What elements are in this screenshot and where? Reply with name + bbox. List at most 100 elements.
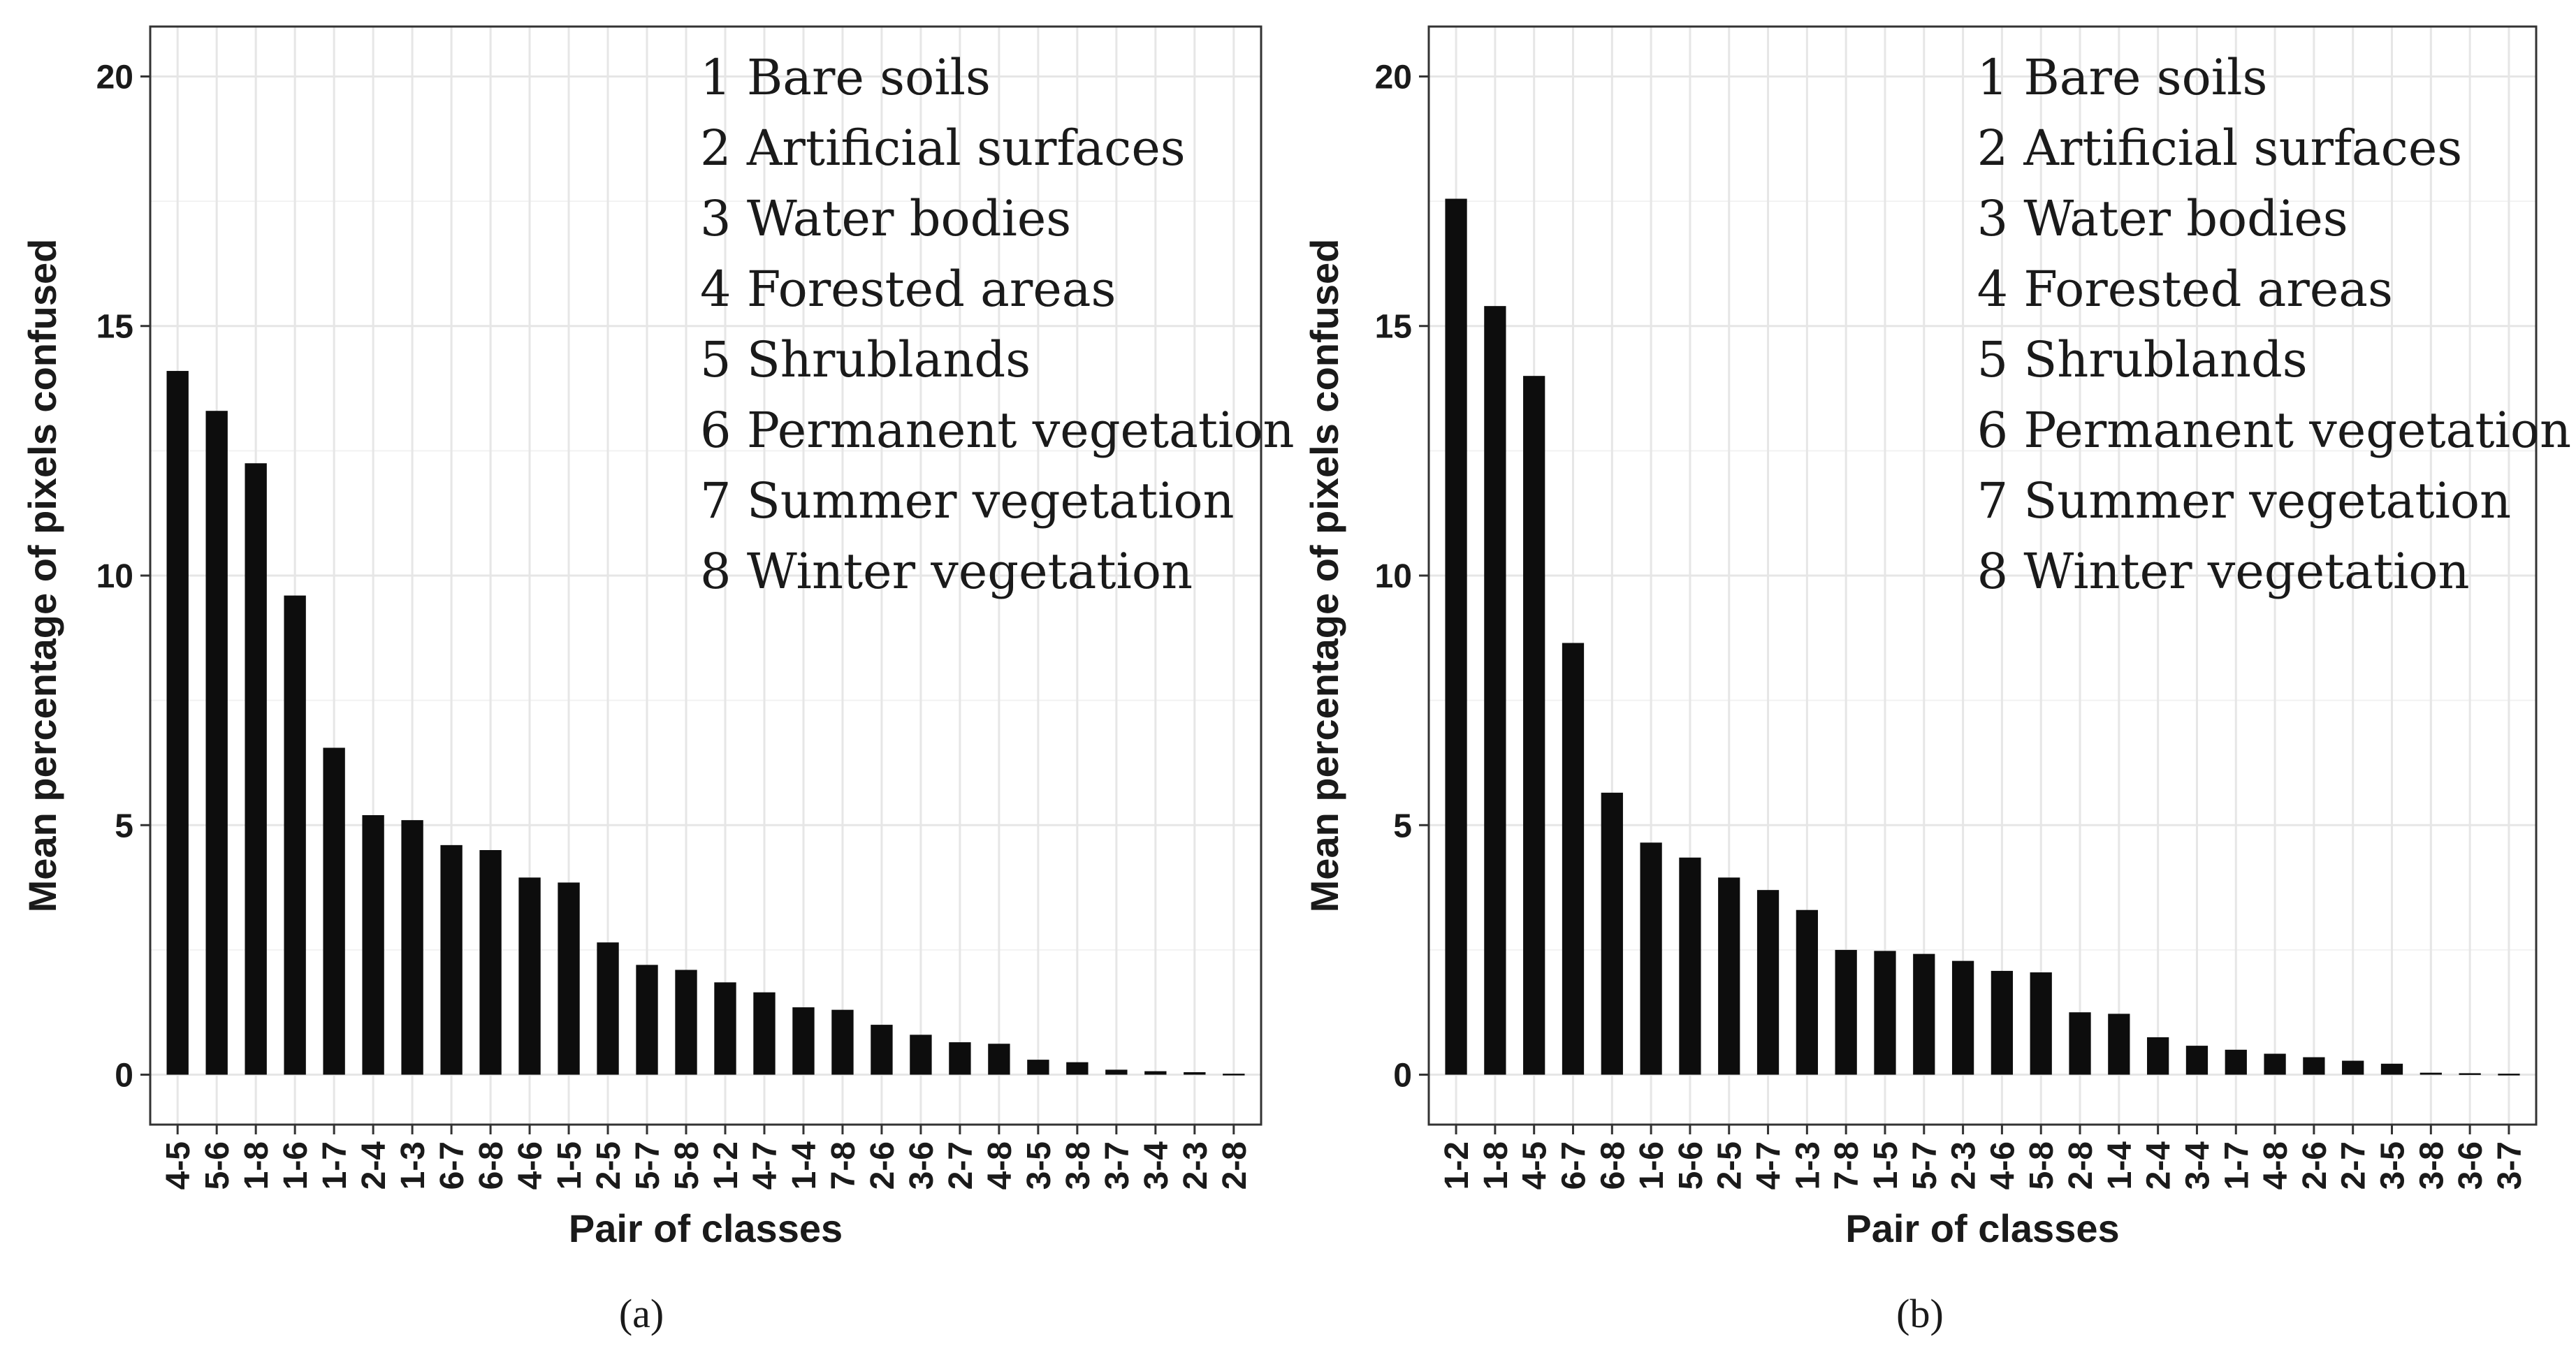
x-tick-label: 4-5 (1517, 1141, 1554, 1190)
x-tick-label: 1-8 (1478, 1141, 1515, 1190)
x-tick-label: 3-8 (2413, 1141, 2450, 1190)
x-tick-label: 4-8 (982, 1141, 1019, 1190)
bar (2303, 1057, 2325, 1075)
x-tick-label: 1-4 (2102, 1141, 2139, 1190)
bar (2185, 1046, 2208, 1075)
bar (1105, 1069, 1128, 1075)
bar (558, 882, 580, 1075)
x-tick-label: 3-4 (1138, 1141, 1175, 1190)
x-tick-label: 4-6 (1984, 1141, 2021, 1190)
x-tick-label: 2-4 (356, 1141, 393, 1190)
bar (440, 844, 463, 1075)
bar (597, 942, 619, 1075)
y-tick-label: 0 (115, 1058, 133, 1095)
x-tick-label: 3-7 (2491, 1141, 2528, 1190)
x-tick-label: 5-6 (1673, 1141, 1710, 1190)
bar (166, 371, 189, 1075)
bar (792, 1007, 815, 1075)
x-tick-label: 4-8 (2257, 1141, 2294, 1190)
x-tick-label: 7-8 (1828, 1141, 1865, 1190)
bar (1223, 1074, 1245, 1076)
bar (1066, 1062, 1089, 1075)
bar (1835, 949, 1857, 1075)
legend-entry: 3 Water bodies (1977, 190, 2348, 247)
x-tick-label: 2-5 (590, 1141, 627, 1190)
y-tick-label: 15 (1375, 309, 1412, 346)
x-tick-label: 1-7 (2218, 1141, 2255, 1190)
x-tick-label: 1-6 (1633, 1141, 1671, 1190)
x-tick-label: 2-7 (943, 1141, 980, 1190)
x-tick-label: 6-8 (473, 1141, 510, 1190)
x-tick-label: 1-3 (1789, 1141, 1826, 1190)
bar (1679, 857, 1701, 1075)
bar (1445, 198, 1467, 1075)
bar (2069, 1012, 2091, 1075)
x-tick-label: 3-5 (1021, 1141, 1058, 1190)
bar (1484, 306, 1506, 1075)
x-tick-label: 6-8 (1594, 1141, 1631, 1190)
x-tick-label: 4-5 (160, 1141, 197, 1190)
bar (323, 747, 345, 1075)
x-tick-label: 1-3 (395, 1141, 432, 1190)
bar (1874, 951, 1896, 1075)
x-tick-label: 2-6 (864, 1141, 901, 1190)
x-tick-label: 1-4 (786, 1141, 823, 1190)
x-tick-label: 5-7 (630, 1141, 667, 1190)
x-tick-label: 1-7 (316, 1141, 354, 1190)
bar (753, 992, 776, 1075)
bar (2108, 1014, 2130, 1075)
y-tick-label: 10 (96, 558, 133, 595)
y-tick-label: 0 (1393, 1058, 1412, 1095)
bar (1796, 909, 1818, 1075)
bar (675, 970, 697, 1075)
panel-label: (b) (1896, 1291, 1944, 1336)
x-tick-label: 5-7 (1907, 1141, 1944, 1190)
bar (205, 411, 228, 1075)
x-tick-label: 6-7 (434, 1141, 471, 1190)
bar (1913, 953, 1935, 1075)
x-tick-label: 3-6 (903, 1141, 940, 1190)
legend-entry: 1 Bare soils (700, 49, 991, 106)
bar (1951, 960, 1974, 1075)
bar (2419, 1072, 2442, 1075)
bar (1523, 376, 1545, 1075)
bar (2225, 1049, 2247, 1075)
x-tick-label: 7-8 (825, 1141, 862, 1190)
legend-entry: 8 Winter vegetation (700, 543, 1193, 600)
legend-entry: 4 Forested areas (700, 261, 1116, 318)
bar (2342, 1060, 2364, 1075)
x-tick-label: 1-5 (1868, 1141, 1905, 1190)
bar (1601, 792, 1623, 1075)
x-tick-label: 2-6 (2297, 1141, 2334, 1190)
x-tick-label: 2-3 (1177, 1141, 1214, 1190)
bar (401, 820, 423, 1075)
x-tick-label: 1-8 (238, 1141, 275, 1190)
bar (284, 595, 306, 1075)
legend-entry: 6 Permanent vegetation (1977, 402, 2572, 459)
legend-entry: 5 Shrublands (700, 331, 1031, 388)
x-tick-label: 1-2 (708, 1141, 745, 1190)
y-tick-label: 20 (96, 59, 133, 96)
bar (362, 814, 384, 1075)
bar (2030, 972, 2052, 1075)
bar (988, 1044, 1010, 1075)
bar (2459, 1073, 2481, 1075)
bar (714, 982, 736, 1075)
bar (1640, 842, 1662, 1075)
x-tick-label: 6-7 (1555, 1141, 1592, 1190)
x-tick-label: 1-6 (277, 1141, 314, 1190)
y-tick-label: 20 (1375, 59, 1412, 96)
legend-entry: 7 Summer vegetation (700, 472, 1235, 529)
bar (2498, 1074, 2520, 1076)
bar (871, 1025, 893, 1075)
y-axis-title: Mean percentage of pixels confused (1302, 239, 1346, 913)
legend-entry: 5 Shrublands (1977, 331, 2308, 388)
x-tick-label: 5-8 (2023, 1141, 2060, 1190)
x-tick-label: 2-8 (2062, 1141, 2100, 1190)
bar (245, 463, 267, 1075)
x-tick-label: 3-6 (2452, 1141, 2489, 1190)
x-tick-label: 5-6 (199, 1141, 236, 1190)
legend-entry: 2 Artificial surfaces (700, 119, 1186, 177)
